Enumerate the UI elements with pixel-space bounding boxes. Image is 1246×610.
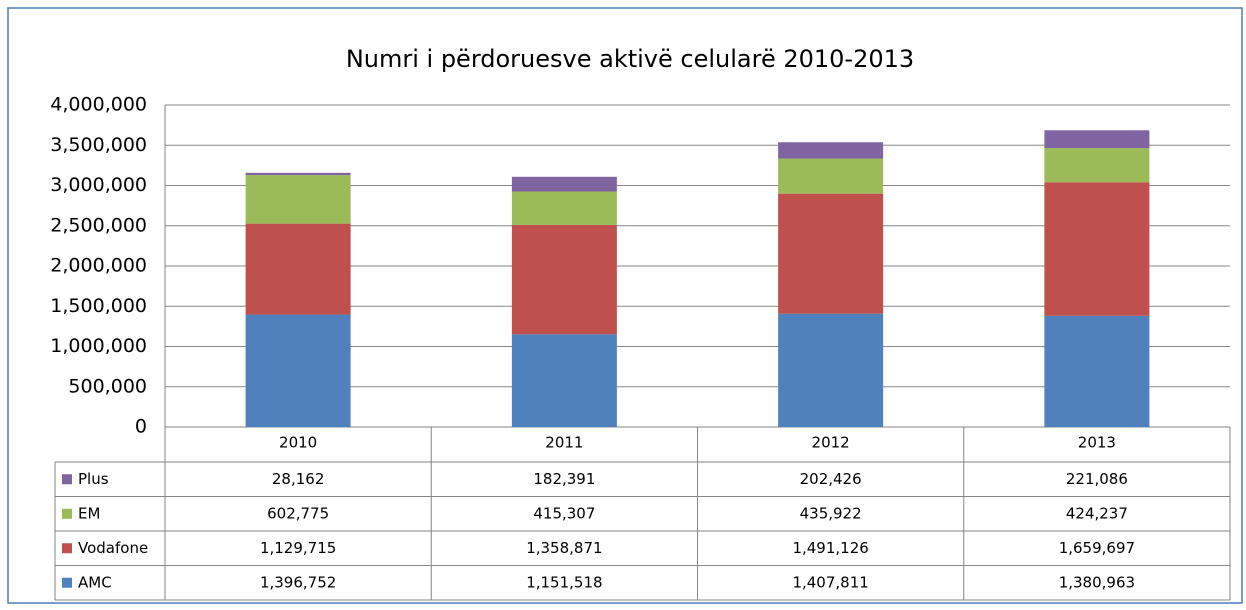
- chart-title: Numri i përdoruesve aktivë celularë 2010…: [346, 45, 914, 73]
- table-value: 182,391: [533, 470, 595, 488]
- bar-segment: [511, 176, 617, 192]
- y-tick-label: 2,500,000: [50, 214, 147, 236]
- bar-segment: [245, 172, 351, 176]
- y-tick-label: 500,000: [68, 375, 147, 397]
- legend-swatch: [62, 543, 72, 554]
- table-value: 1,129,715: [260, 539, 336, 557]
- bar-segment: [511, 334, 617, 427]
- y-tick-label: 1,500,000: [50, 295, 147, 317]
- legend-label: Plus: [78, 470, 109, 488]
- bar-segment: [1044, 182, 1150, 316]
- table-value: 202,426: [800, 470, 862, 488]
- bar-segment: [778, 158, 884, 194]
- bar-segment: [1044, 130, 1150, 149]
- y-tick-label: 2,000,000: [50, 255, 147, 277]
- bar-segment: [1044, 315, 1150, 427]
- table-value: 1,396,752: [260, 573, 336, 591]
- bar-segment: [245, 175, 351, 224]
- x-tick-label: 2010: [279, 434, 317, 452]
- bar-segment: [245, 223, 351, 315]
- chart-border: [7, 7, 1243, 604]
- legend-swatch: [62, 577, 72, 588]
- table-value: 1,358,871: [526, 539, 602, 557]
- bar-segment: [1044, 148, 1150, 183]
- y-tick-label: 0: [135, 416, 147, 438]
- bar-segment: [778, 142, 884, 159]
- table-value: 1,380,963: [1059, 573, 1135, 591]
- bar-segment: [511, 191, 617, 225]
- table-value: 221,086: [1066, 470, 1128, 488]
- legend-label: AMC: [78, 573, 112, 591]
- bar-segment: [778, 313, 884, 427]
- x-tick-label: 2012: [812, 434, 850, 452]
- bar-segment: [245, 314, 351, 427]
- table-value: 1,151,518: [526, 573, 602, 591]
- table-value: 28,162: [272, 470, 325, 488]
- bar-segment: [778, 193, 884, 314]
- table-value: 1,659,697: [1059, 539, 1135, 557]
- legend-label: Vodafone: [78, 539, 148, 557]
- legend-swatch: [62, 508, 72, 519]
- table-value: 424,237: [1066, 504, 1128, 522]
- x-tick-label: 2013: [1078, 434, 1116, 452]
- table-value: 435,922: [800, 504, 862, 522]
- legend-swatch: [62, 474, 72, 485]
- legend-label: EM: [78, 504, 100, 522]
- y-tick-label: 4,000,000: [50, 94, 147, 116]
- x-tick-label: 2011: [545, 434, 583, 452]
- y-tick-label: 1,000,000: [50, 335, 147, 357]
- table-value: 602,775: [267, 504, 329, 522]
- bar-segment: [511, 224, 617, 335]
- table-value: 1,491,126: [792, 539, 868, 557]
- table-value: 415,307: [533, 504, 595, 522]
- table-value: 1,407,811: [792, 573, 868, 591]
- y-tick-label: 3,500,000: [50, 134, 147, 156]
- y-tick-label: 3,000,000: [50, 174, 147, 196]
